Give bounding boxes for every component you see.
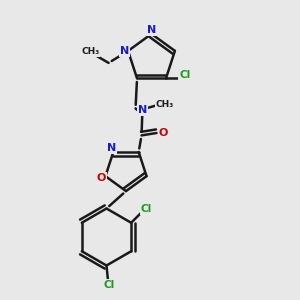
Text: N: N bbox=[138, 105, 147, 115]
Text: Cl: Cl bbox=[141, 204, 152, 214]
Text: Cl: Cl bbox=[104, 280, 115, 290]
Text: O: O bbox=[97, 173, 106, 183]
Text: CH₃: CH₃ bbox=[82, 47, 100, 56]
Text: N: N bbox=[120, 46, 129, 56]
Text: Cl: Cl bbox=[179, 70, 190, 80]
Text: N: N bbox=[147, 25, 156, 35]
Text: CH₃: CH₃ bbox=[156, 100, 174, 109]
Text: N: N bbox=[107, 143, 116, 153]
Text: O: O bbox=[159, 128, 168, 138]
